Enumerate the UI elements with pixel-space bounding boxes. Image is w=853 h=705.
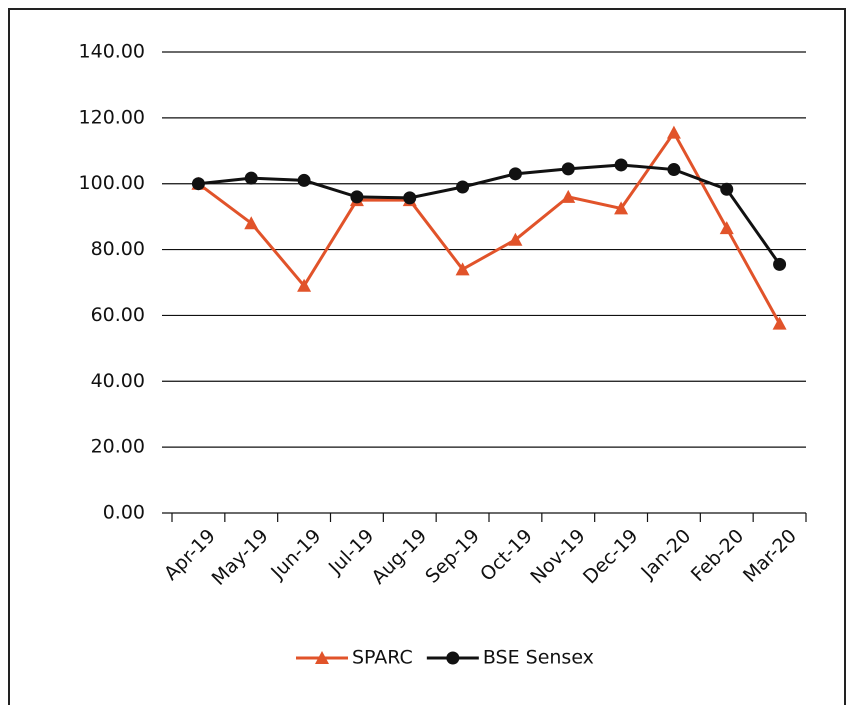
point [772, 316, 787, 330]
y-tick-label: 80.00 [91, 238, 145, 260]
point [719, 221, 734, 235]
series-line [198, 163, 781, 266]
x-tick-label: Dec-19 [579, 525, 643, 589]
point [191, 177, 205, 191]
y-tick-label: 100.00 [79, 172, 145, 194]
point [244, 171, 258, 185]
x-tick-label: Oct-19 [476, 525, 537, 586]
point [773, 257, 787, 271]
legend-marker [446, 651, 460, 665]
point [561, 189, 576, 203]
point [455, 262, 470, 276]
x-tick-label: Jun-19 [266, 525, 325, 584]
x-tick-label: Mar-20 [739, 525, 801, 587]
point [666, 125, 681, 139]
point [350, 190, 364, 204]
point [403, 191, 417, 205]
x-tick-label: Aug-19 [367, 525, 431, 589]
point [244, 216, 259, 230]
y-tick-label: 40.00 [91, 370, 145, 392]
point [508, 167, 522, 181]
frame [8, 8, 846, 705]
x-tick-label: Jan-20 [636, 525, 695, 584]
point [561, 162, 575, 176]
point [614, 201, 629, 215]
point [667, 163, 681, 177]
point [508, 232, 523, 246]
legend-label: SPARC [352, 647, 413, 669]
legend-label: BSE Sensex [483, 647, 594, 669]
y-tick-label: 20.00 [91, 436, 145, 458]
point [614, 158, 628, 172]
y-tick-label: 0.00 [103, 502, 145, 524]
point [720, 182, 734, 196]
point [297, 278, 312, 292]
legend-marker [315, 651, 329, 664]
y-tick-label: 60.00 [91, 304, 145, 326]
x-tick-label: Sep-19 [421, 525, 484, 588]
x-tick-label: Nov-19 [526, 525, 589, 588]
series-line [197, 129, 781, 325]
x-tick-label: Feb-20 [687, 525, 748, 586]
y-tick-label: 120.00 [79, 106, 145, 128]
point [297, 173, 311, 187]
y-tick-label: 140.00 [79, 41, 145, 63]
point [456, 180, 470, 194]
x-tick-label: May-19 [208, 525, 273, 590]
